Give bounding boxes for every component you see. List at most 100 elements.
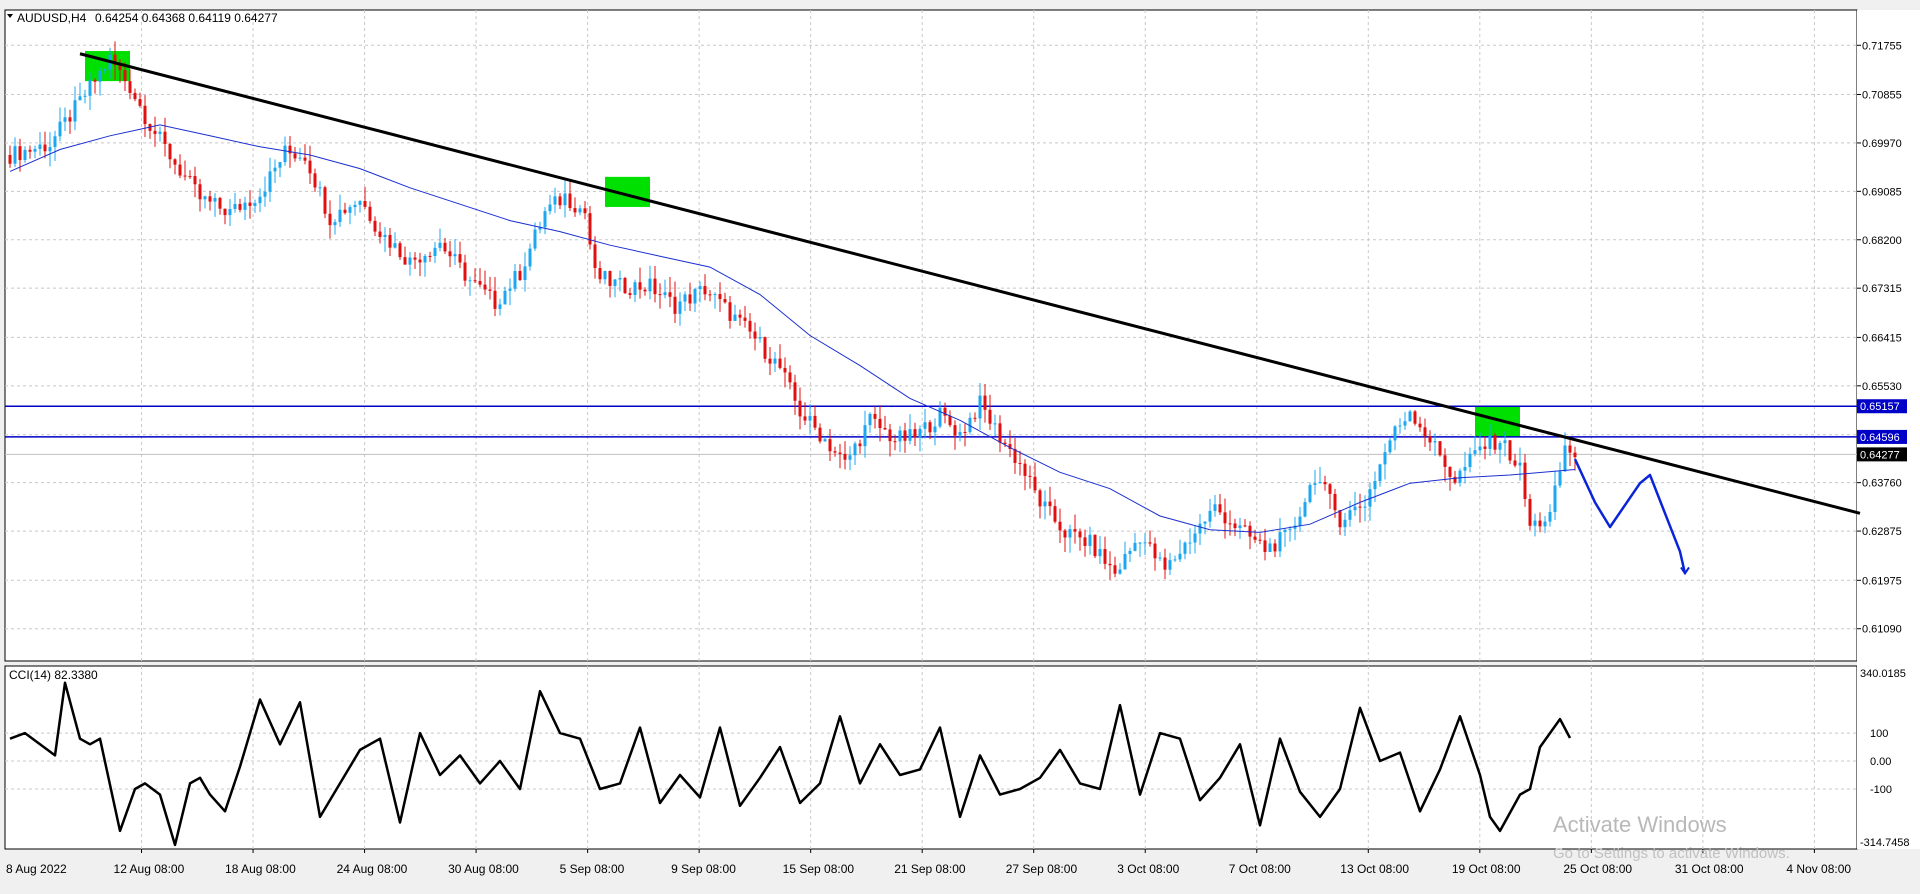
candle-bear bbox=[1323, 481, 1327, 485]
cci-tick-label: -100 bbox=[1870, 784, 1892, 796]
candle-bull bbox=[1378, 464, 1382, 482]
candle-bear bbox=[658, 294, 662, 296]
candle-bear bbox=[1093, 534, 1097, 557]
price-tick-label: 0.61975 bbox=[1862, 575, 1902, 587]
candle-bull bbox=[1563, 445, 1567, 472]
candle-bear bbox=[783, 367, 787, 373]
candle-bull bbox=[253, 203, 257, 206]
cci-pane[interactable] bbox=[4, 665, 1858, 850]
candle-bull bbox=[263, 191, 267, 197]
candle-bear bbox=[463, 262, 467, 281]
price-pane[interactable] bbox=[4, 9, 1858, 662]
candle-bull bbox=[1138, 542, 1142, 544]
candle-bull bbox=[523, 266, 527, 280]
current-price-tag bbox=[1857, 447, 1907, 462]
candle-bull bbox=[348, 207, 352, 213]
candle-bull bbox=[823, 439, 827, 442]
candle-bull bbox=[908, 429, 912, 441]
candle-bear bbox=[328, 213, 332, 226]
candle-bear bbox=[168, 143, 172, 160]
candle-bull bbox=[278, 162, 282, 168]
candle-bull bbox=[1318, 481, 1322, 484]
candle-bull bbox=[408, 257, 412, 265]
candle-bull bbox=[1308, 485, 1312, 503]
candle-bull bbox=[228, 209, 232, 216]
candle-bear bbox=[763, 337, 767, 359]
candle-bear bbox=[1448, 466, 1452, 477]
candle-bear bbox=[443, 242, 447, 252]
candle-bull bbox=[1173, 559, 1177, 561]
candle-bear bbox=[1538, 520, 1542, 527]
time-axis-label: 4 Nov 08:00 bbox=[1786, 862, 1851, 876]
candle-bear bbox=[368, 206, 372, 221]
candle-bear bbox=[413, 257, 417, 260]
candle-bear bbox=[308, 160, 312, 174]
candle-bull bbox=[1373, 481, 1377, 490]
candle-bear bbox=[43, 144, 47, 152]
candle-bull bbox=[533, 229, 537, 249]
candle-bear bbox=[1163, 557, 1167, 570]
symbol-label: AUDUSD,H4 bbox=[17, 11, 87, 25]
trendline[interactable] bbox=[79, 52, 1861, 515]
candle-bear bbox=[643, 289, 647, 292]
candle-bull bbox=[1468, 453, 1472, 468]
candle-bear bbox=[1508, 440, 1512, 461]
candle-bear bbox=[118, 65, 122, 71]
candle-bear bbox=[883, 427, 887, 430]
candle-bull bbox=[1168, 560, 1172, 570]
candle-bear bbox=[1048, 501, 1052, 507]
candle-bear bbox=[573, 208, 577, 213]
candle-bull bbox=[1463, 467, 1467, 471]
candle-bear bbox=[1083, 537, 1087, 546]
cci-tick-label: 100 bbox=[1870, 728, 1888, 740]
candle-bear bbox=[843, 453, 847, 460]
candle-bull bbox=[1183, 542, 1187, 554]
candle-bull bbox=[1178, 553, 1182, 560]
candle-bull bbox=[538, 227, 542, 230]
time-axis-label: 18 Aug 08:00 bbox=[225, 862, 296, 876]
candle-bull bbox=[713, 294, 717, 296]
candle-bear bbox=[218, 197, 222, 209]
candle-bear bbox=[1073, 529, 1077, 532]
time-axis-label: 25 Oct 08:00 bbox=[1563, 862, 1632, 876]
candle-bear bbox=[1018, 462, 1022, 464]
candle-bear bbox=[1443, 455, 1447, 467]
candle-bull bbox=[528, 248, 532, 267]
candle-bear bbox=[18, 146, 22, 160]
candle-bull bbox=[1123, 553, 1127, 570]
candle-bull bbox=[1343, 519, 1347, 528]
cci-indicator-label: CCI(14) 82.3380 bbox=[9, 668, 98, 682]
dropdown-triangle-icon[interactable] bbox=[7, 14, 13, 18]
candle-bear bbox=[1013, 448, 1017, 463]
candle-bull bbox=[88, 80, 92, 96]
candle-bull bbox=[258, 196, 262, 204]
activate-windows-subtitle: Go to Settings to activate Windows. bbox=[1553, 845, 1790, 862]
candle-bull bbox=[548, 204, 552, 212]
candle-bear bbox=[1423, 427, 1427, 437]
candle-bear bbox=[1148, 542, 1152, 544]
candle-bull bbox=[1213, 504, 1217, 511]
candle-bear bbox=[723, 299, 727, 303]
price-tick-label: 0.69085 bbox=[1862, 186, 1902, 198]
candle-bull bbox=[938, 407, 942, 427]
candle-bear bbox=[398, 243, 402, 258]
candle-bear bbox=[1243, 525, 1247, 527]
candle-bull bbox=[273, 167, 277, 172]
candle-bear bbox=[163, 131, 167, 144]
price-tick-label: 0.63760 bbox=[1862, 478, 1902, 490]
candle-bear bbox=[1078, 531, 1082, 538]
candle-bear bbox=[238, 204, 242, 210]
candle-bear bbox=[1023, 463, 1027, 476]
forecast-line[interactable] bbox=[1573, 458, 1687, 574]
candle-bull bbox=[1088, 534, 1092, 546]
candle-bull bbox=[868, 413, 872, 426]
candle-bear bbox=[378, 231, 382, 237]
candle-bear bbox=[418, 259, 422, 263]
highlight-box-3[interactable] bbox=[1475, 406, 1520, 438]
candle-bear bbox=[248, 202, 252, 206]
candle-bear bbox=[973, 417, 977, 419]
candle-bear bbox=[293, 153, 297, 159]
candle-bull bbox=[508, 288, 512, 291]
candle-bear bbox=[1273, 543, 1277, 552]
